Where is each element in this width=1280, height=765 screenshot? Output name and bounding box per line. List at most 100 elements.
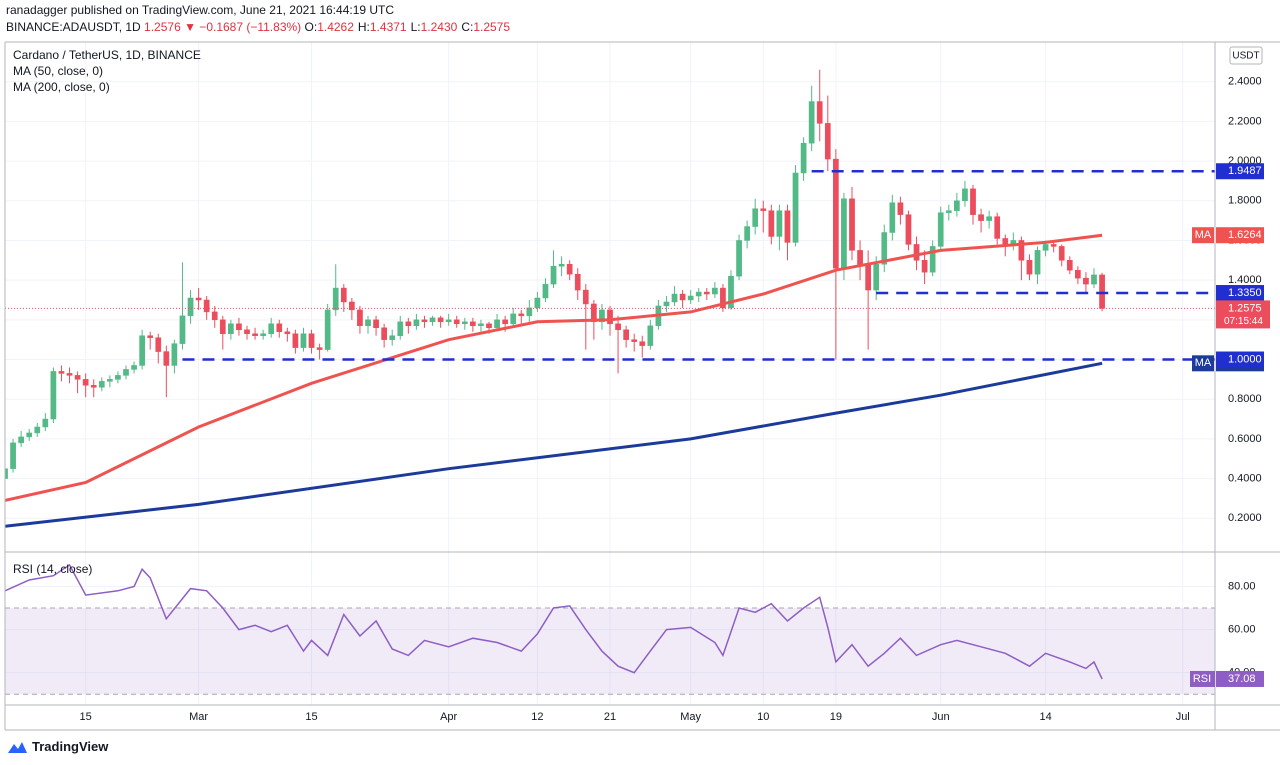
candle-body [195, 297, 202, 301]
candle-body [211, 311, 218, 321]
candle-body [373, 319, 379, 329]
candle-body [470, 321, 476, 327]
countdown: 07:15:44 [1224, 316, 1263, 327]
candle-body [300, 333, 307, 348]
rsi-band [5, 608, 1215, 695]
candle-body [760, 208, 767, 211]
candle-body [397, 321, 404, 336]
candle-body [413, 319, 420, 327]
badge-tag [1192, 227, 1214, 244]
candle-body [889, 202, 896, 233]
candle-body [203, 299, 210, 313]
candle-body [510, 313, 517, 325]
candle-body [276, 323, 283, 332]
ohlc-key: H: [357, 20, 370, 34]
badge-tag [1192, 355, 1214, 372]
x-tick-label: 21 [604, 711, 616, 723]
badge-tag [1190, 670, 1215, 687]
candle-body [534, 297, 541, 309]
ohlc-value: 1.2575 [473, 20, 511, 34]
ohlc-key: L: [410, 20, 421, 34]
candle-body [542, 283, 549, 299]
ohlc-value: 1.4262 [317, 20, 354, 34]
y-tick-label: 80.00 [1228, 580, 1256, 592]
candle-body [389, 335, 396, 340]
candle-body [131, 365, 137, 370]
candle-body [1066, 260, 1073, 271]
x-tick-label: 15 [80, 711, 92, 723]
candle-body [494, 319, 500, 329]
candle-body [824, 123, 831, 160]
candle-body [792, 172, 799, 243]
candle-body [582, 289, 589, 305]
candle-body [752, 208, 759, 227]
candle-body [155, 337, 162, 352]
candle-body [437, 317, 444, 323]
candle-body [841, 198, 847, 269]
change: ▼ −0.1687 (−11.83%) [184, 20, 302, 34]
y-tick-label: 1.8000 [1228, 195, 1262, 207]
candle-body [1058, 246, 1065, 261]
candle-body [921, 260, 928, 273]
candle-body [599, 309, 605, 323]
symbol: BINANCE:ADAUSDT, 1D [6, 20, 141, 34]
candle-body [1075, 269, 1081, 279]
candle-body [1002, 238, 1009, 245]
badges: MA1.6264MA0.98081.94871.33501.00001.2575… [1190, 163, 1270, 687]
candle-body [623, 329, 629, 340]
candle-body [405, 321, 412, 327]
footer-brand: TradingView [32, 739, 109, 754]
candle-body [502, 319, 508, 325]
ohlc: O:1.4262 H:1.4371 L:1.2430 C:1.2575 [305, 20, 515, 34]
candle-body [34, 426, 41, 434]
candle-body [639, 341, 646, 346]
candle-body [284, 331, 291, 334]
chart-title: Cardano / TetherUS, 1D, BINANCE [13, 48, 201, 62]
price-badge [1216, 300, 1270, 329]
candle-body [115, 375, 121, 380]
candle-body [349, 301, 355, 311]
legend-entry: MA (50, close, 0) [13, 64, 103, 78]
candle-body [90, 385, 97, 388]
candle-body [945, 210, 952, 213]
rsi-pane [5, 563, 1215, 695]
candle-body [461, 321, 468, 325]
candle-body [1091, 274, 1097, 285]
y-tick-label: 2.2000 [1228, 115, 1262, 127]
candle-body [703, 291, 710, 295]
candle-body [849, 198, 855, 251]
x-tick-label: May [680, 711, 701, 723]
x-tick-label: 15 [305, 711, 317, 723]
candle-body [679, 293, 686, 301]
candle-body [663, 301, 670, 307]
grid [5, 42, 1215, 705]
candle-body [671, 293, 678, 303]
candle-body [147, 335, 154, 338]
candle-body [574, 273, 581, 291]
y-tick-label: 0.8000 [1228, 393, 1262, 405]
candle-body [260, 333, 266, 336]
price: 1.2576 [144, 20, 181, 34]
badge [1216, 670, 1264, 687]
candle-body [970, 188, 976, 215]
y-tick-label: 0.6000 [1228, 433, 1262, 445]
candle-body [219, 319, 226, 334]
candle-body [324, 309, 331, 350]
rsi-line [5, 563, 1103, 680]
logo-icon [8, 742, 27, 753]
candle-body [631, 339, 638, 342]
level-label: 1.3350 [1228, 287, 1262, 299]
ohlc-value: 1.4371 [369, 20, 407, 34]
candle-body [244, 329, 250, 334]
candle-body [768, 210, 775, 237]
candle-body [986, 216, 992, 221]
candle-body [308, 333, 315, 348]
candle-body [171, 343, 178, 366]
candle-body [340, 287, 347, 303]
badge-name: MA [1195, 357, 1212, 369]
candle-body [26, 432, 33, 438]
candle-body [615, 323, 621, 330]
candle-body [486, 323, 492, 329]
candle-body [1083, 277, 1089, 285]
badge-value: 37.08 [1228, 673, 1256, 685]
